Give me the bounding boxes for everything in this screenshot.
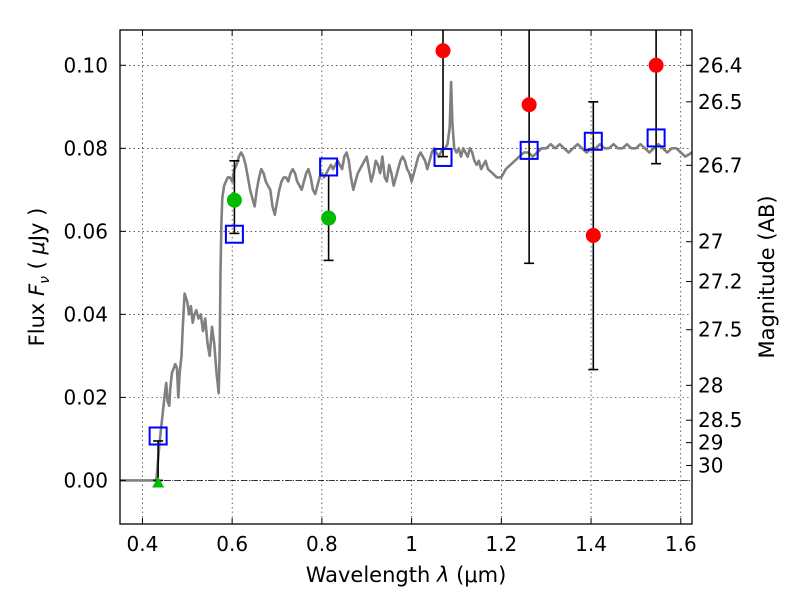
x-tick-label: 1.2: [485, 532, 517, 556]
data-point: [226, 192, 242, 208]
y-tick-label: 0.00: [63, 468, 108, 492]
data-point: [435, 43, 451, 59]
x-tick-label: 1.6: [665, 532, 697, 556]
mag-tick-label: 26.4: [698, 53, 743, 77]
tick-marks: [120, 30, 692, 524]
mag-tick-label: 26.5: [698, 90, 743, 114]
mag-tick-label: 27: [698, 230, 723, 254]
grid-lines: [120, 30, 692, 524]
mag-tick-label: 27.2: [698, 270, 743, 294]
model-photometry-marker: [583, 131, 603, 151]
x-tick-label: 1: [405, 532, 418, 556]
spectrum-line: [120, 80, 693, 482]
mag-tick-label: 29: [698, 431, 723, 455]
mag-tick-label: 27.5: [698, 318, 743, 342]
y-tick-label: 0.06: [63, 219, 108, 243]
plot-frame: [119, 29, 693, 525]
data-point: [585, 227, 601, 243]
y-axis-title: Flux Fν ( μJy ): [25, 208, 53, 347]
model-photometry-marker: [148, 426, 168, 446]
upper-limit-marker: [152, 476, 165, 488]
tick-labels: 0.4 0.6 0.8 1 1.2 1.4 1.6 0.00 0.02 0.04 0.06 0.08 0…: [63, 53, 742, 556]
mag-tick-label: 28.5: [698, 408, 743, 432]
x-tick-label: 0.6: [216, 532, 248, 556]
model-photometry-marker: [519, 140, 539, 160]
right-axis-title: Magnitude (AB): [755, 195, 779, 358]
model-photometry-marker: [224, 224, 244, 244]
y-tick-label: 0.10: [63, 53, 108, 77]
mag-tick-label: 30: [698, 453, 723, 477]
data-point: [321, 210, 337, 226]
marker-layer: [148, 43, 666, 488]
data-point: [648, 57, 664, 73]
y-tick-label: 0.02: [63, 385, 108, 409]
model-photometry-marker: [433, 147, 453, 167]
model-photometry-marker: [319, 157, 339, 177]
x-tick-label: 1.4: [575, 532, 607, 556]
data-point: [521, 97, 537, 113]
errorbar-layer: [153, 30, 662, 482]
model-photometry-marker: [646, 128, 666, 148]
spectrum-layer: [120, 80, 693, 482]
y-tick-label: 0.04: [63, 302, 108, 326]
x-tick-label: 0.8: [306, 532, 338, 556]
x-axis-title: Wavelength λ (μm): [306, 563, 507, 587]
y-tick-label: 0.08: [63, 136, 108, 160]
x-tick-label: 0.4: [127, 532, 159, 556]
mag-tick-label: 28: [698, 373, 723, 397]
mag-tick-label: 26.7: [698, 153, 743, 177]
